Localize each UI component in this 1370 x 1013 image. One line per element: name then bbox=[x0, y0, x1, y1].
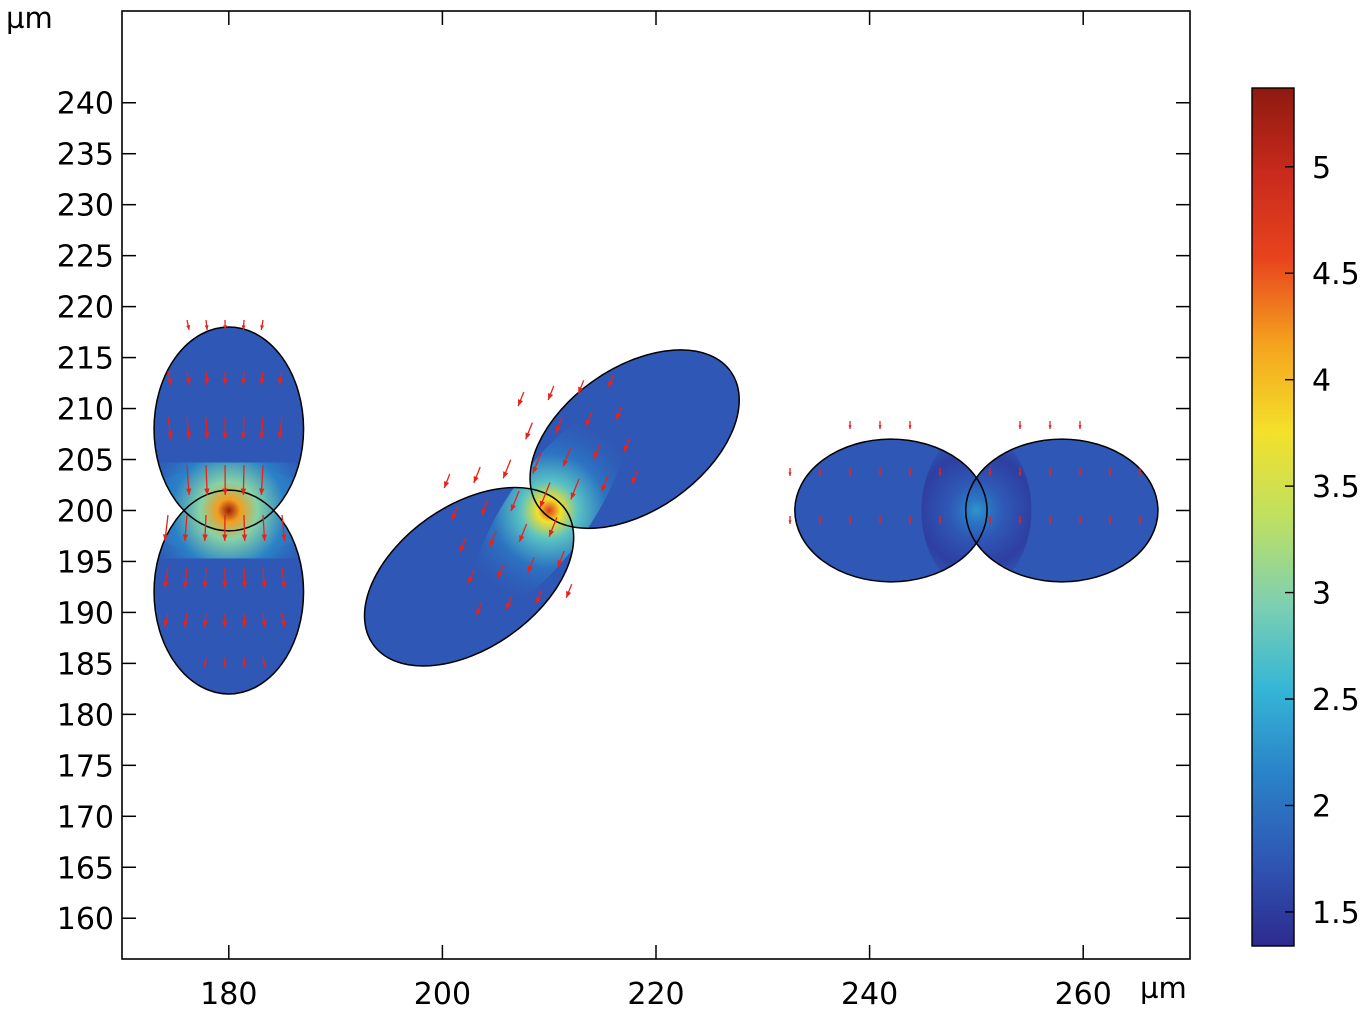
colorbar-tick-label: 2.5 bbox=[1312, 683, 1360, 718]
y-tick-label: 210 bbox=[57, 393, 114, 428]
x-tick-label: 240 bbox=[841, 977, 898, 1009]
x-tick-label: 220 bbox=[627, 977, 684, 1009]
field-arrow bbox=[474, 467, 481, 483]
colorbar-tick-label: 4.5 bbox=[1312, 257, 1360, 292]
field-arrow bbox=[1078, 421, 1081, 429]
x-unit-label: µm bbox=[1140, 971, 1187, 1005]
field-arrow bbox=[908, 421, 911, 429]
y-tick-label: 215 bbox=[57, 342, 114, 377]
colorbar-tick-label: 3.5 bbox=[1312, 470, 1360, 505]
field-arrow bbox=[788, 516, 791, 524]
colorbar-tick-label: 4 bbox=[1312, 364, 1331, 399]
field-arrow bbox=[788, 468, 791, 476]
shape-hotspot bbox=[921, 430, 1031, 590]
y-tick-label: 190 bbox=[57, 596, 114, 631]
field-arrow bbox=[548, 386, 554, 400]
colorbar-bar bbox=[1252, 88, 1294, 946]
shape-hotspot-band bbox=[129, 468, 329, 552]
colorbar-tick-label: 2 bbox=[1312, 789, 1331, 824]
field-arrow bbox=[260, 320, 264, 330]
field-arrow bbox=[503, 460, 511, 479]
y-tick-label: 195 bbox=[57, 545, 114, 580]
field-arrow bbox=[848, 421, 851, 429]
x-tick-label: 180 bbox=[200, 977, 257, 1009]
y-tick-label: 240 bbox=[57, 87, 114, 122]
y-tick-label: 205 bbox=[57, 444, 114, 479]
y-tick-label: 220 bbox=[57, 291, 114, 326]
colorbar-tick-label: 3 bbox=[1312, 577, 1331, 612]
x-tick-label: 200 bbox=[414, 977, 471, 1009]
field-arrow bbox=[1048, 421, 1051, 429]
field-arrow bbox=[526, 423, 533, 440]
y-unit-label: µm bbox=[6, 1, 53, 35]
y-tick-label: 170 bbox=[57, 800, 114, 835]
x-tick-label: 260 bbox=[1055, 977, 1112, 1009]
field-arrow bbox=[205, 320, 209, 330]
field-arrow bbox=[444, 474, 450, 488]
y-tick-label: 180 bbox=[57, 698, 114, 733]
y-tick-label: 185 bbox=[57, 647, 114, 682]
y-tick-label: 160 bbox=[57, 902, 114, 937]
field-arrow bbox=[566, 584, 572, 598]
colorbar-tick-label: 5 bbox=[1312, 151, 1331, 186]
y-tick-label: 230 bbox=[57, 189, 114, 224]
colorbar-tick-label: 1.5 bbox=[1312, 896, 1360, 931]
y-tick-label: 165 bbox=[57, 851, 114, 886]
y-tick-label: 175 bbox=[57, 749, 114, 784]
colorbar: 1.5 2 2.5 3 3.5 4 4.5 5 bbox=[1252, 88, 1360, 946]
field-shapes bbox=[109, 11, 1190, 959]
field-arrow bbox=[1018, 421, 1021, 429]
field-arrow bbox=[186, 320, 190, 330]
y-tick-label: 235 bbox=[57, 138, 114, 173]
y-tick-label: 225 bbox=[57, 240, 114, 275]
field-arrow bbox=[518, 392, 524, 406]
y-tick-label: 200 bbox=[57, 494, 114, 529]
field-arrow bbox=[878, 421, 881, 429]
